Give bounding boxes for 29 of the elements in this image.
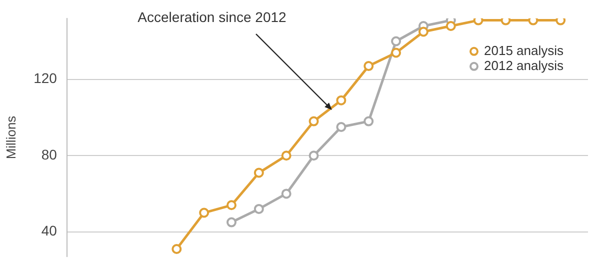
- legend-label: 2015 analysis: [484, 42, 564, 58]
- point: [528, 18, 538, 26]
- point: [308, 150, 319, 161]
- point: [418, 26, 428, 37]
- point: [226, 200, 236, 210]
- point: [281, 150, 292, 161]
- point: [391, 48, 402, 58]
- point: [308, 116, 319, 126]
- point: [500, 18, 511, 26]
- point: [364, 61, 374, 72]
- y-axis-title: Millions: [3, 115, 18, 160]
- point: [556, 18, 566, 26]
- annotation: Acceleration since 2012: [138, 8, 287, 25]
- point: [254, 168, 264, 178]
- point: [446, 21, 456, 32]
- point: [391, 36, 402, 46]
- point: [336, 122, 346, 132]
- point: [172, 244, 182, 254]
- legend-label: 2012 analysis: [484, 58, 564, 73]
- y-tick-label: 120: [34, 70, 58, 86]
- point: [254, 204, 264, 214]
- point: [336, 95, 346, 106]
- point: [281, 188, 292, 199]
- point: [226, 217, 236, 228]
- point: [199, 208, 210, 218]
- point: [364, 116, 374, 126]
- y-tick-label: 40: [41, 222, 58, 239]
- point: [473, 18, 484, 26]
- y-tick-label: 80: [41, 146, 58, 162]
